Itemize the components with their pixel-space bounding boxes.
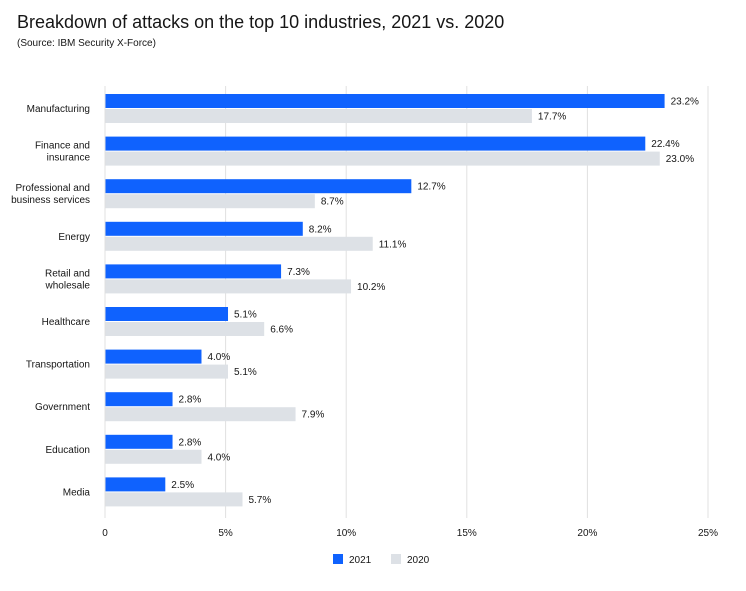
- bar-2020: [105, 322, 265, 336]
- bar-2021: [105, 179, 412, 194]
- category-label: insurance: [47, 153, 91, 164]
- value-label-2020: 11.1%: [379, 239, 407, 250]
- x-tick-label: 10%: [336, 528, 356, 539]
- bar-2021: [105, 136, 646, 151]
- bar-2020: [105, 449, 202, 464]
- bar-2021: [105, 349, 202, 364]
- legend-label-2020: 2020: [407, 555, 430, 566]
- value-label-2020: 5.7%: [248, 495, 271, 506]
- category-label: wholesale: [45, 280, 91, 291]
- value-label-2021: 2.5%: [171, 480, 194, 491]
- legend-swatch-2021: [333, 554, 343, 564]
- value-label-2020: 23.0%: [666, 154, 694, 165]
- category-label: Education: [46, 445, 90, 456]
- bar-2020: [105, 364, 229, 379]
- x-tick-label: 20%: [577, 528, 597, 539]
- category-label: Retail and: [45, 268, 90, 279]
- category-label: Energy: [58, 232, 90, 243]
- legend-swatch-2020: [391, 554, 401, 564]
- category-label: Transportation: [26, 360, 90, 371]
- category-label: Healthcare: [42, 317, 91, 328]
- value-label-2020: 4.0%: [207, 452, 230, 463]
- category-label: business services: [11, 195, 90, 206]
- bar-2021: [105, 434, 173, 449]
- category-label: Finance and: [35, 141, 90, 152]
- bar-2021: [105, 264, 282, 279]
- value-label-2021: 4.0%: [207, 352, 230, 363]
- value-label-2021: 23.2%: [671, 97, 699, 108]
- bar-2020: [105, 109, 532, 123]
- bar-2020: [105, 407, 296, 422]
- value-label-2021: 2.8%: [179, 437, 202, 448]
- bar-2020: [105, 236, 373, 251]
- x-tick-label: 5%: [218, 528, 233, 539]
- bar-2020: [105, 492, 243, 507]
- value-label-2021: 8.2%: [309, 224, 332, 235]
- value-label-2020: 6.6%: [270, 325, 293, 336]
- value-label-2020: 8.7%: [321, 197, 344, 208]
- value-label-2020: 5.1%: [234, 367, 257, 378]
- bar-2020: [105, 151, 660, 166]
- bar-2021: [105, 221, 303, 236]
- value-label-2021: 2.8%: [179, 395, 202, 406]
- value-label-2021: 12.7%: [417, 182, 445, 193]
- value-label-2020: 7.9%: [302, 410, 325, 421]
- legend-label-2021: 2021: [349, 555, 372, 566]
- value-label-2021: 5.1%: [234, 310, 257, 321]
- value-label-2020: 10.2%: [357, 282, 385, 293]
- category-label: Media: [63, 487, 91, 498]
- value-label-2021: 22.4%: [651, 139, 679, 150]
- category-label: Professional and: [16, 183, 91, 194]
- chart-subtitle: (Source: IBM Security X-Force): [17, 38, 156, 49]
- value-label-2021: 7.3%: [287, 267, 310, 278]
- bar-2021: [105, 392, 173, 407]
- bar-2021: [105, 477, 166, 492]
- bar-2020: [105, 194, 315, 209]
- category-label: Government: [35, 402, 90, 413]
- x-tick-label: 15%: [457, 528, 477, 539]
- x-tick-label: 25%: [698, 528, 718, 539]
- bar-2021: [105, 94, 665, 108]
- bar-2020: [105, 279, 352, 294]
- chart-title: Breakdown of attacks on the top 10 indus…: [17, 12, 505, 32]
- bar-2021: [105, 307, 229, 321]
- category-label: Manufacturing: [27, 104, 90, 115]
- value-label-2020: 17.7%: [538, 112, 566, 123]
- x-tick-label: 0: [102, 528, 108, 539]
